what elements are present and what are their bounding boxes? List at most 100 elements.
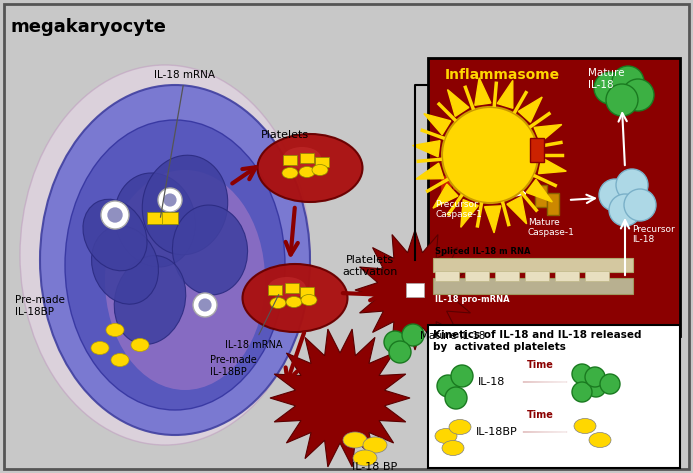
Ellipse shape — [91, 226, 159, 304]
Text: Mature
IL-18: Mature IL-18 — [588, 68, 624, 89]
Circle shape — [594, 72, 626, 104]
Ellipse shape — [435, 429, 457, 444]
Text: IL-18 BP: IL-18 BP — [352, 462, 398, 472]
Polygon shape — [355, 230, 475, 350]
Bar — [315, 157, 329, 167]
Bar — [147, 212, 163, 224]
Ellipse shape — [286, 297, 302, 307]
Ellipse shape — [114, 255, 186, 344]
Text: IL-18BP: IL-18BP — [476, 427, 518, 437]
Ellipse shape — [449, 420, 471, 435]
Circle shape — [609, 194, 641, 226]
Ellipse shape — [574, 419, 596, 433]
Bar — [433, 278, 633, 294]
Ellipse shape — [258, 134, 362, 202]
Polygon shape — [433, 184, 458, 208]
Bar — [283, 155, 297, 165]
Bar — [300, 153, 314, 163]
Bar — [547, 193, 559, 215]
Polygon shape — [475, 78, 491, 105]
Bar — [433, 258, 633, 272]
Bar — [440, 175, 452, 197]
Bar — [525, 271, 549, 281]
Bar — [428, 58, 680, 336]
Circle shape — [600, 374, 620, 394]
Circle shape — [402, 324, 424, 346]
Circle shape — [599, 179, 631, 211]
Polygon shape — [484, 206, 501, 233]
Text: Spliced IL-18 m RNA: Spliced IL-18 m RNA — [435, 247, 531, 256]
Ellipse shape — [106, 324, 124, 336]
Ellipse shape — [312, 165, 328, 175]
Polygon shape — [498, 80, 513, 108]
Ellipse shape — [114, 173, 195, 267]
Text: Inflammasome: Inflammasome — [445, 68, 560, 82]
Text: Pre-made
IL-18BP: Pre-made IL-18BP — [210, 355, 256, 377]
Polygon shape — [507, 196, 527, 224]
Bar — [406, 283, 424, 297]
Ellipse shape — [589, 432, 611, 447]
Polygon shape — [448, 89, 469, 116]
Text: Precursor
IL-18: Precursor IL-18 — [632, 225, 675, 245]
Ellipse shape — [442, 440, 464, 455]
Text: Time: Time — [527, 410, 554, 420]
Ellipse shape — [131, 339, 149, 351]
Text: IL-18 mRNA: IL-18 mRNA — [225, 295, 283, 350]
Polygon shape — [412, 140, 440, 157]
Ellipse shape — [105, 170, 265, 390]
Text: Time: Time — [527, 360, 554, 370]
Text: Platelets: Platelets — [261, 130, 309, 140]
Ellipse shape — [283, 147, 321, 169]
Text: Kinetics of IL-18 and IL-18 released
by  activated platelets: Kinetics of IL-18 and IL-18 released by … — [433, 330, 642, 351]
Bar — [585, 271, 609, 281]
Text: Platelets
activation: Platelets activation — [342, 255, 398, 277]
Ellipse shape — [40, 85, 310, 435]
Circle shape — [107, 207, 123, 223]
Polygon shape — [518, 97, 542, 123]
Polygon shape — [534, 124, 562, 142]
Polygon shape — [538, 158, 566, 174]
Circle shape — [389, 341, 411, 363]
Circle shape — [158, 188, 182, 212]
Polygon shape — [424, 114, 450, 135]
Circle shape — [451, 365, 473, 387]
Bar — [465, 271, 489, 281]
Polygon shape — [416, 163, 444, 179]
Bar — [530, 138, 544, 162]
Circle shape — [384, 331, 406, 353]
Ellipse shape — [353, 450, 377, 466]
Bar — [162, 212, 178, 224]
Text: Mature IL-18: Mature IL-18 — [420, 331, 485, 341]
Text: Pre-made
IL-18BP: Pre-made IL-18BP — [15, 295, 65, 316]
Ellipse shape — [282, 167, 298, 178]
Ellipse shape — [363, 437, 387, 453]
Circle shape — [612, 66, 644, 98]
Ellipse shape — [270, 298, 286, 308]
Ellipse shape — [301, 295, 317, 306]
Circle shape — [624, 189, 656, 221]
Circle shape — [198, 298, 211, 312]
Ellipse shape — [65, 120, 285, 410]
Text: Precursor
Caspase-1: Precursor Caspase-1 — [435, 200, 482, 219]
Circle shape — [622, 79, 654, 111]
Bar — [452, 168, 464, 190]
Circle shape — [437, 375, 459, 397]
Circle shape — [572, 364, 592, 384]
Circle shape — [164, 193, 177, 207]
Ellipse shape — [299, 166, 315, 177]
Circle shape — [572, 382, 592, 402]
Ellipse shape — [173, 205, 247, 295]
Bar — [300, 287, 314, 297]
Ellipse shape — [268, 277, 306, 299]
Bar — [285, 283, 299, 293]
Text: IL-18: IL-18 — [478, 377, 505, 387]
Bar — [435, 271, 459, 281]
Ellipse shape — [83, 199, 147, 271]
Circle shape — [442, 107, 538, 203]
Polygon shape — [526, 179, 552, 202]
Polygon shape — [461, 200, 478, 228]
Circle shape — [193, 293, 217, 317]
Ellipse shape — [111, 353, 129, 367]
Bar — [495, 271, 519, 281]
Circle shape — [616, 169, 648, 201]
